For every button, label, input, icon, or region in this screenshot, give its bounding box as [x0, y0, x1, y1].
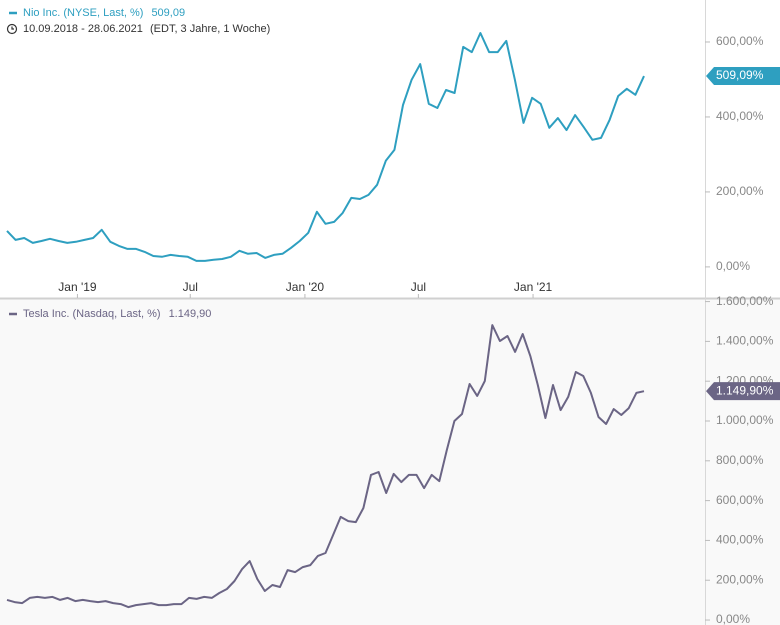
bottom-panel-bg	[0, 299, 780, 625]
last-value-label: 1.149,90%	[716, 383, 774, 397]
clock-hands	[11, 26, 14, 30]
x-tick-label: Jan '19	[58, 280, 97, 294]
clock-icon	[6, 23, 18, 35]
last-value-badge	[706, 67, 780, 86]
y-tick-label: 400,00%	[716, 109, 764, 123]
y-tick-label: 200,00%	[716, 184, 764, 198]
y-tick-label: 0,00%	[716, 259, 750, 273]
y-tick-label: 600,00%	[716, 493, 764, 507]
line-series	[6, 32, 645, 262]
last-value-label: 509,09%	[716, 68, 764, 82]
date-range: 10.09.2018 - 28.06.2021	[23, 23, 143, 35]
legend-value: 509,09	[151, 7, 185, 19]
x-tick-label: Jan '21	[514, 280, 553, 294]
y-tick-label: 1.600,00%	[716, 294, 774, 308]
y-tick-label: 0,00%	[716, 612, 750, 625]
x-tick-label: Jul	[411, 280, 426, 294]
last-value-badge	[706, 382, 780, 401]
line-series	[6, 324, 645, 609]
y-tick-label: 600,00%	[716, 34, 764, 48]
y-tick-label: 800,00%	[716, 453, 764, 467]
x-tick-label: Jul	[183, 280, 198, 294]
y-tick-label: 1.400,00%	[716, 334, 774, 348]
x-tick-label: Jan '20	[286, 280, 325, 294]
y-tick-label: 400,00%	[716, 533, 764, 547]
y-tick-label: 1.000,00%	[716, 413, 774, 427]
range-note: (EDT, 3 Jahre, 1 Woche)	[150, 23, 270, 35]
legend-name: Nio Inc. (NYSE, Last, %)	[23, 7, 143, 19]
legend-name: Tesla Inc. (Nasdaq, Last, %)	[23, 308, 161, 320]
top-panel-bg	[0, 0, 780, 298]
y-tick-label: 200,00%	[716, 572, 764, 586]
legend-value: 1.149,90	[169, 308, 212, 320]
